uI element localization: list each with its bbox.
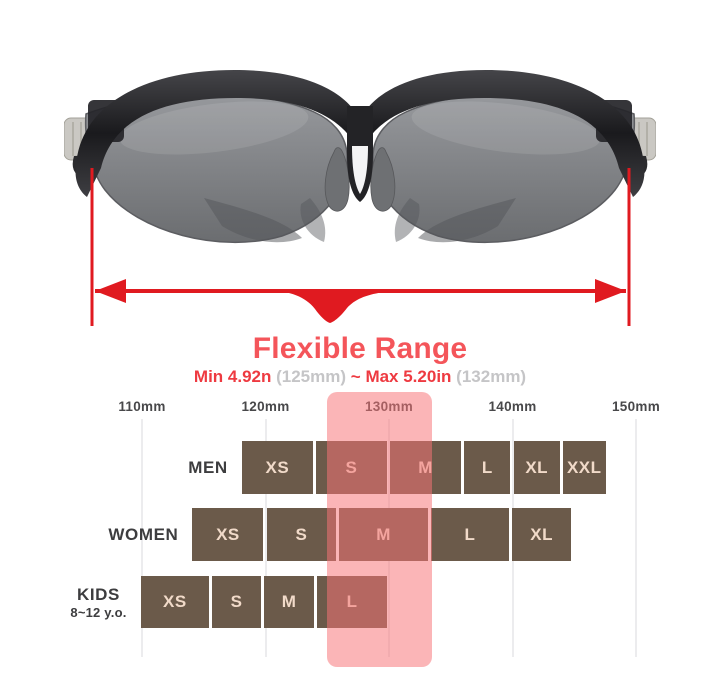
tick-line [264, 419, 267, 657]
sunglasses-left-half [64, 92, 350, 243]
size-cell-kids-s: S [212, 576, 262, 628]
size-cell-kids-m: M [264, 576, 315, 628]
size-cell-men-xxl: XXL [562, 441, 606, 494]
row-label-text: MEN [188, 457, 228, 477]
size-cell-women-s: S [266, 508, 337, 561]
subtitle-max: Max 5.20in [365, 367, 452, 386]
size-cell-women-l: L [430, 508, 510, 561]
size-cell-women-xl: XL [512, 508, 571, 561]
measurement-arrow [90, 168, 631, 326]
row-label-men: MEN [188, 441, 228, 494]
size-cell-men-m: M [390, 441, 462, 494]
tick-label: 140mm [488, 399, 537, 414]
subtitle-min-mm: (125mm) [276, 367, 347, 386]
size-cell-women-m: M [339, 508, 428, 561]
tick-label: 120mm [241, 399, 290, 414]
size-cell-kids-xs: XS [140, 576, 210, 628]
tick-label: 110mm [118, 399, 166, 414]
row-label-women: WOMEN [108, 508, 178, 561]
size-cell-women-xs: XS [192, 508, 264, 561]
sunglasses-photo [64, 70, 656, 244]
row-label-kids: KIDS 8~12 y.o. [70, 576, 126, 628]
subtitle-min: Min 4.92n [193, 367, 272, 386]
tick-label: 150mm [611, 399, 661, 414]
size-cell-men-l: L [464, 441, 511, 494]
subtitle-tilde: ~ [350, 367, 361, 386]
tick-line [635, 419, 637, 657]
flexible-range-subtitle: Min 4.92n (125mm) ~ Max 5.20in (132mm) [0, 367, 720, 387]
tick-line [141, 419, 143, 657]
size-cell-men-xs: XS [241, 441, 313, 494]
subtitle-max-mm: (132mm) [456, 367, 527, 386]
size-cell-men-xl: XL [513, 441, 560, 494]
row-label-text: WOMEN [108, 524, 179, 544]
tick-label: 130mm [364, 399, 414, 414]
row-sublabel-text: 8~12 y.o. [70, 604, 127, 620]
size-cell-kids-l: L [317, 576, 387, 628]
row-label-text: KIDS [76, 584, 120, 604]
flexible-range-title: Flexible Range [252, 332, 468, 365]
size-cell-men-s: S [315, 441, 387, 494]
